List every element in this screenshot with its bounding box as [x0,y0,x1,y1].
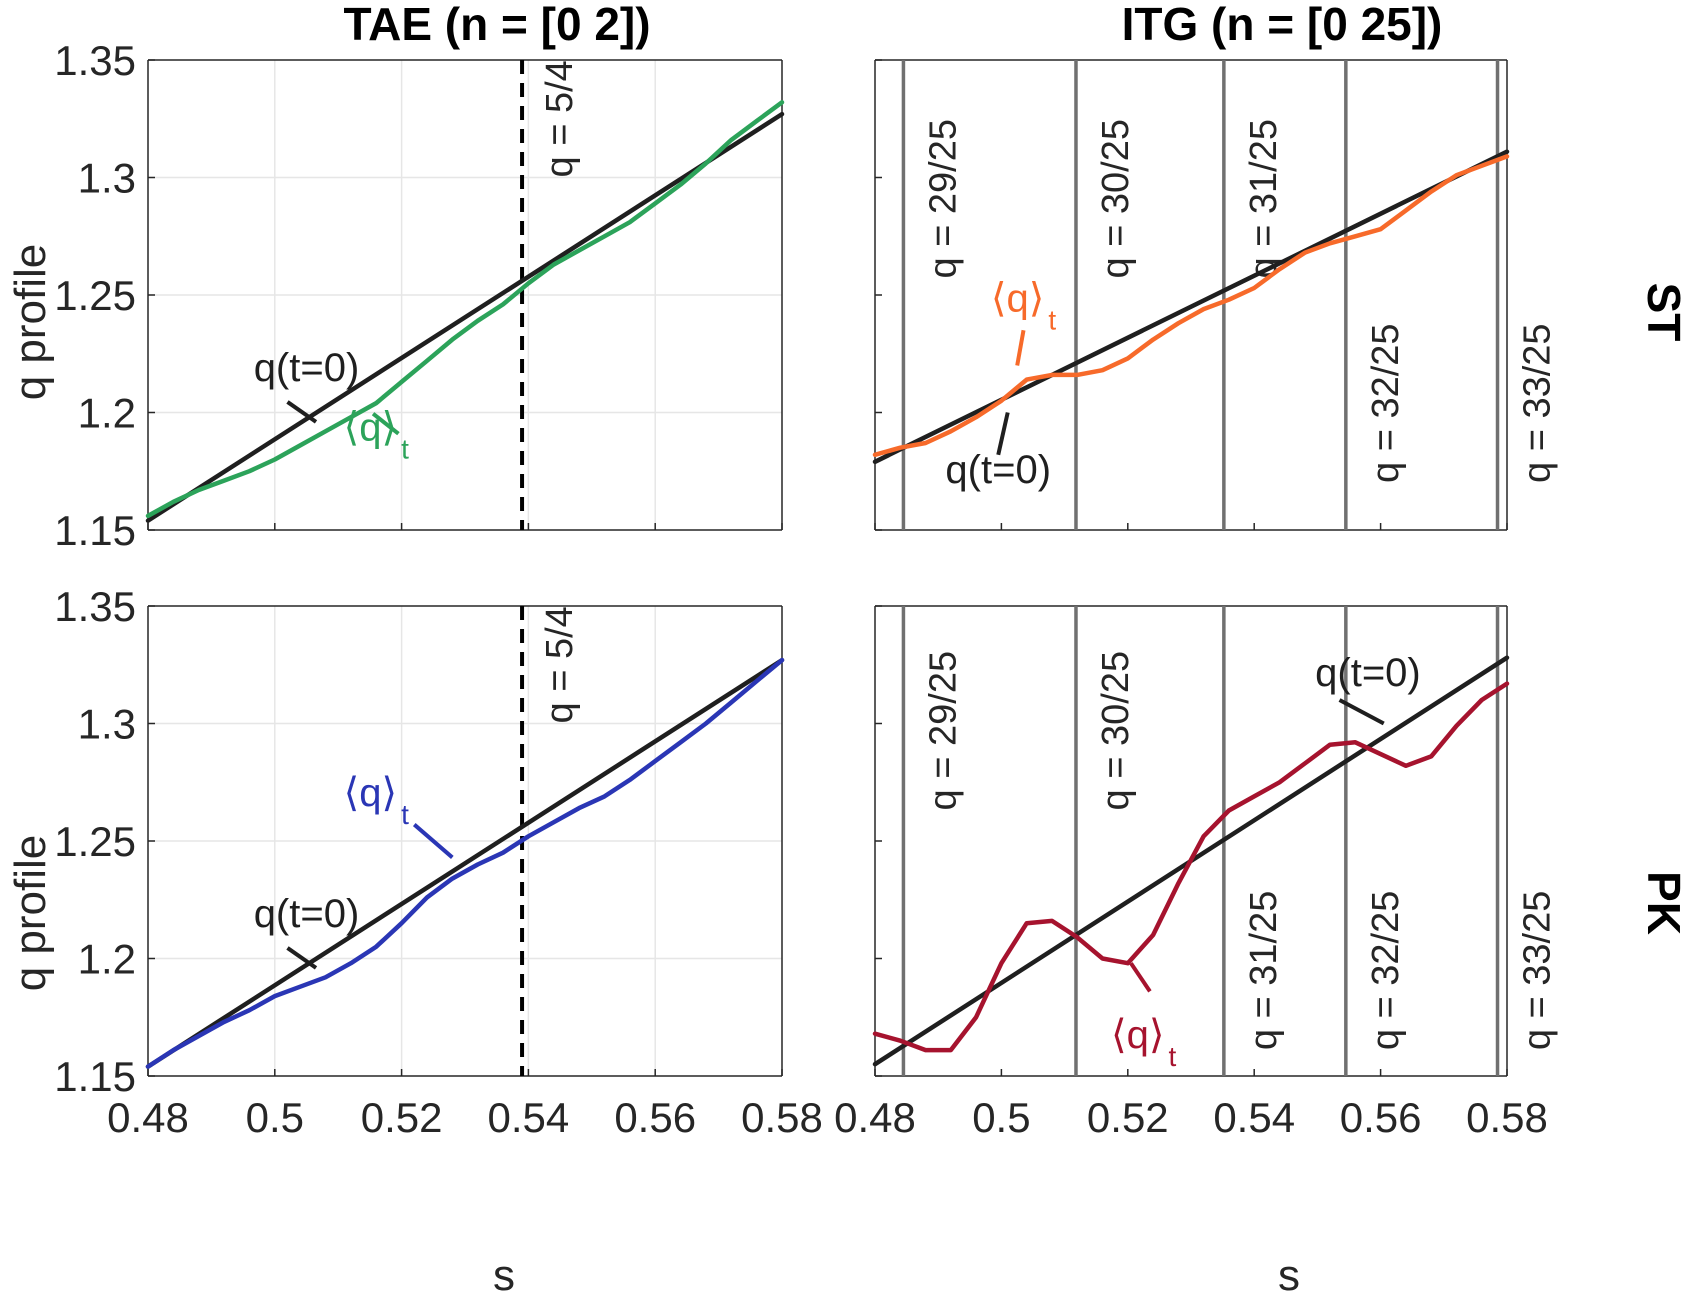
x-axis-label-right: s [1278,1251,1300,1298]
x-tick-label: 0.58 [741,1094,823,1141]
panel-itg-st: q = 29/25 q = 30/25 q = 31/25 q = 32/25 q = … [872,59,1559,531]
resonance-label: q = 5/4 [539,60,581,177]
annotation-qt-subscript: t [401,799,409,830]
panel-tae-pk: 1.15 1.2 1.25 1.3 1.35 0.48 0.5 0.52 0.54 0.56 0.5… [54,583,823,1141]
annotation-leader-line [371,412,400,436]
panel-tae-st: 1.151.21.251.31.35 q = 5/4q(t=0)⟨q⟩ t [54,37,785,554]
annotation-q0: q(t=0) [1315,651,1421,695]
rational-surface-label: q = 31/25 [1243,119,1285,279]
rational-surface-label: q = 31/25 [1243,891,1285,1051]
series-q-initial [872,149,1510,465]
annotation-qt: ⟨q⟩ t [1111,1013,1176,1072]
x-tick-label: 0.52 [1087,1094,1169,1141]
panel-itg-pk: 0.48 0.5 0.52 0.54 0.56 0.58 q = 29/25 q = 30/2… [834,605,1559,1141]
y-tick-label: 1.15 [54,507,136,554]
y-tick-label: 1.2 [78,936,136,983]
y-tick-label: 1.3 [78,155,136,202]
y-tick-label: 1.2 [78,390,136,437]
resonance-label: q = 5/4 [539,606,581,723]
annotation-qt: ⟨q⟩ t [344,771,409,830]
x-tick-label: 0.56 [614,1094,696,1141]
annotation-qt-subscript: t [401,434,409,465]
rational-surface-label: q = 32/25 [1365,323,1407,483]
rational-surface-label: q = 29/25 [922,651,964,811]
series-q-time-average [145,657,785,1069]
rational-surface-label: q = 29/25 [922,119,964,279]
annotation-leader-line [1015,329,1026,366]
series-q-time-average [872,681,1510,1053]
title-itg: ITG (n = [0 25]) [1122,0,1443,50]
x-tick-label: 0.52 [361,1094,443,1141]
annotation-qt: ⟨q⟩ t [991,276,1056,335]
annotation-leader-line [412,823,454,859]
rational-surface-label: q = 33/25 [1517,323,1559,483]
x-tick-label: 0.56 [1340,1094,1422,1141]
annotation-q0: q(t=0) [254,346,360,390]
annotation-leader-line [996,412,1010,456]
row-label-pk: PK [1638,871,1690,935]
rational-surface-label: q = 33/25 [1517,891,1559,1051]
y-tick-label: 1.3 [78,701,136,748]
y-axis-label-top: q profile [6,244,55,401]
x-tick-label: 0.48 [107,1094,189,1141]
y-tick-label: 1.35 [54,37,136,84]
y-tick-label: 1.15 [54,1053,136,1100]
annotation-leader-line [1129,962,1152,993]
rational-surface-label: q = 32/25 [1365,891,1407,1051]
annotation-leader-line [1338,698,1385,726]
annotation-qt-subscript: t [1048,304,1056,335]
y-tick-label: 1.35 [54,583,136,630]
annotation-leader-line [286,946,318,970]
series-q-initial [145,657,785,1069]
x-tick-label: 0.5 [972,1094,1030,1141]
annotation-leader-line [286,400,318,424]
y-axis-label-bottom: q profile [6,835,55,992]
annotation-q0: q(t=0) [254,892,360,936]
series-q-time-average [145,100,785,519]
series-q-time-average [872,154,1510,458]
x-tick-label: 0.58 [1466,1094,1548,1141]
annotation-qt-subscript: t [1168,1041,1176,1072]
x-tick-label: 0.54 [488,1094,570,1141]
rational-surface-label: q = 30/25 [1095,651,1137,811]
title-tae: TAE (n = [0 2]) [343,0,650,50]
series-q-initial [145,111,785,523]
x-tick-label: 0.54 [1213,1094,1295,1141]
y-tick-label: 1.25 [54,272,136,319]
x-tick-label: 0.48 [834,1094,916,1141]
x-tick-label: 0.5 [246,1094,304,1141]
annotation-q0: q(t=0) [945,448,1051,492]
row-label-st: ST [1638,283,1690,342]
rational-surface-label: q = 30/25 [1095,119,1137,279]
x-axis-label-left: s [493,1251,515,1298]
y-tick-label: 1.25 [54,818,136,865]
